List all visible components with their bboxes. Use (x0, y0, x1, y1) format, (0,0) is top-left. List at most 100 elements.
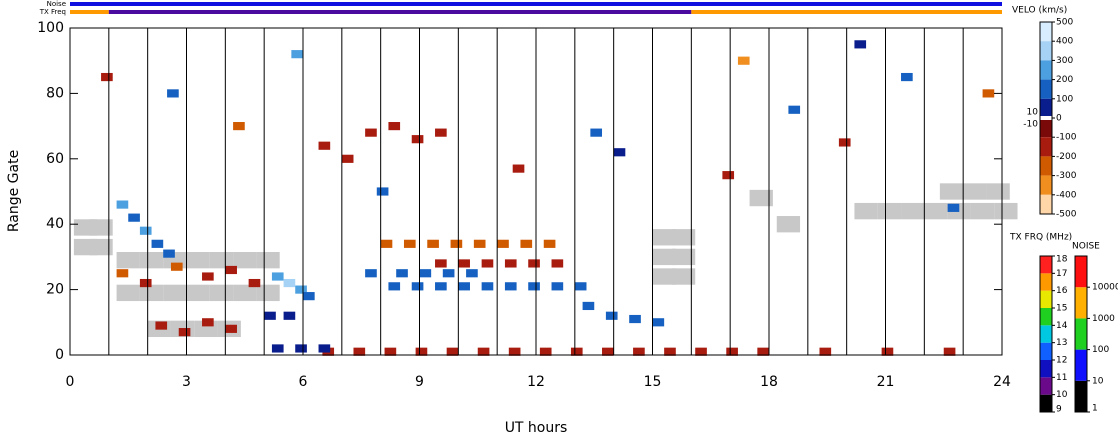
x-tick-label: 6 (299, 374, 308, 390)
velocity-tick-label: -300 (1056, 171, 1077, 181)
velocity-cell (481, 282, 494, 291)
velocity-cell (411, 282, 424, 291)
velocity-cell (722, 171, 735, 180)
velocity-cell (101, 72, 113, 82)
velocity-colorbar-segment (1040, 137, 1052, 157)
velocity-cell (365, 269, 377, 278)
velocity-cell (388, 122, 401, 131)
velocity-cell (128, 213, 140, 222)
velocity-colorbar-segment (1040, 22, 1052, 42)
x-axis-label: UT hours (505, 420, 568, 435)
ground-scatter-cell (139, 251, 164, 269)
velocity-cell (151, 239, 164, 248)
x-tick-label: 9 (415, 374, 424, 390)
ground-scatter-cell (671, 229, 696, 246)
velocity-colorbar-zero (1040, 116, 1052, 120)
velocity-cell (652, 318, 665, 327)
velocity-cell (543, 239, 556, 248)
velocity-cell (982, 89, 995, 98)
tx-freq-scale-title: TX FRQ (MHz) (1009, 233, 1072, 243)
velocity-cell (854, 40, 867, 49)
velocity-cell (551, 259, 564, 268)
x-tick-label: 15 (644, 374, 662, 390)
x-tick-label: 0 (66, 374, 75, 390)
ground-scatter-cell (139, 284, 164, 302)
velocity-cell (318, 344, 331, 353)
velocity-cell (819, 347, 832, 356)
noise-colorbar-segment (1075, 256, 1087, 288)
x-tick-label: 18 (760, 374, 778, 390)
velocity-cell (947, 203, 960, 212)
noise-tick-label: 1000 (1092, 314, 1115, 324)
velocity-cell (570, 347, 583, 356)
velocity-cell (167, 89, 179, 98)
velocity-tick-label: 100 (1056, 94, 1073, 104)
velocity-cell (504, 259, 517, 268)
tx-freq-tick-label: 16 (1056, 286, 1068, 296)
ground-scatter-cell (939, 183, 964, 200)
velocity-cell (633, 347, 645, 356)
velocity-scale-title: VELO (km/s) (1012, 6, 1067, 16)
tx-freq-colorbar-segment (1040, 256, 1052, 274)
velocity-cell (318, 141, 331, 150)
velocity-tick-label: 0 (1056, 114, 1062, 124)
velocity-cell (943, 347, 956, 356)
velocity-cell (458, 282, 470, 291)
ground-scatter-cell (116, 251, 140, 269)
y-tick-label: 20 (46, 282, 64, 298)
ground-scatter-cell (776, 216, 801, 233)
velocity-cell (788, 105, 801, 114)
tx-freq-colorbar-segment (1040, 290, 1052, 308)
velocity-cell (163, 249, 175, 258)
velocity-cell (295, 285, 307, 294)
x-tick-label: 3 (182, 374, 191, 390)
noise-tick-label: 10 (1092, 376, 1104, 386)
velocity-cell (415, 347, 428, 356)
velocity-cell (116, 200, 129, 209)
ground-scatter-cell (256, 284, 280, 302)
ground-scatter-cell (233, 251, 257, 269)
ground-scatter-cell (652, 248, 676, 266)
ground-scatter-cell (986, 183, 1010, 200)
velocity-cell (271, 272, 284, 281)
noise-bar-label: Noise (47, 0, 66, 8)
ground-scatter-cell (163, 284, 187, 302)
noise-colorbar-frame (1074, 255, 1088, 413)
velocity-cell (384, 347, 397, 356)
tx-freq-colorbar-segment (1040, 342, 1052, 360)
ground-scatter-cell (749, 189, 773, 207)
velocity-inner-tick-label: -10 (1023, 120, 1038, 130)
velocity-cell (225, 265, 237, 275)
velocity-cell (435, 282, 447, 291)
tx-freq-tick-label: 10 (1056, 390, 1068, 400)
tx-freq-segment (70, 10, 109, 14)
ground-scatter-cell (89, 238, 113, 256)
tx-freq-colorbar-segment (1040, 360, 1052, 378)
velocity-colorbar-segment (1040, 118, 1052, 138)
velocity-cell (446, 347, 459, 356)
velocity-cell (388, 282, 401, 291)
velocity-cell (613, 148, 626, 157)
velocity-cell (512, 164, 525, 173)
velocity-cell (528, 282, 540, 291)
velocity-tick-label: 300 (1056, 56, 1073, 66)
velocity-cell (504, 282, 517, 291)
tx-freq-tick-label: 9 (1056, 405, 1062, 415)
ground-scatter-cell (963, 183, 987, 200)
ground-scatter-cell (970, 202, 995, 220)
tx-freq-segment (108, 10, 692, 14)
velocity-cell (551, 282, 564, 291)
velocity-cell (427, 239, 439, 248)
velocity-cell (574, 282, 587, 291)
velocity-cell (380, 239, 393, 248)
velocity-tick-label: -400 (1056, 190, 1077, 200)
ground-scatter-cell (186, 284, 210, 302)
tx-freq-colorbar-segment (1040, 273, 1052, 291)
velocity-cell (497, 239, 509, 248)
velocity-cell (271, 344, 284, 353)
x-tick-label: 12 (527, 374, 545, 390)
ground-scatter-cell (901, 202, 925, 220)
velocity-cell (881, 347, 894, 356)
velocity-tick-label: -200 (1056, 152, 1077, 162)
velocity-colorbar-segment (1040, 98, 1052, 118)
